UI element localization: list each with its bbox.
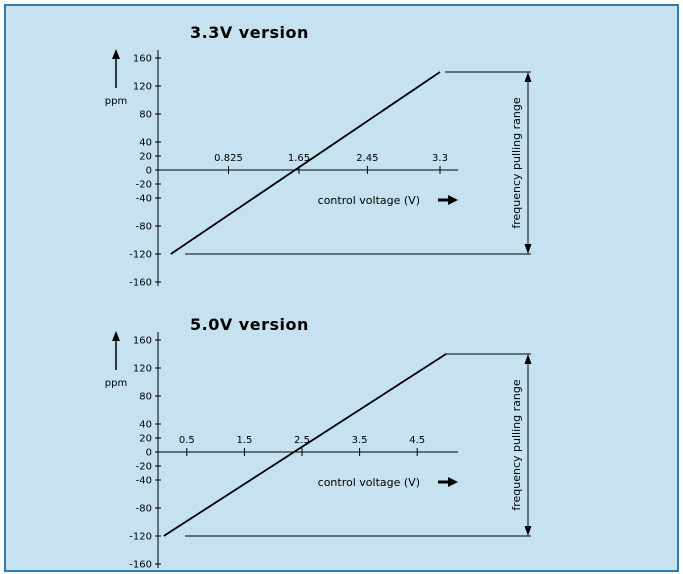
y-tick-label: -20 <box>136 462 152 473</box>
charts: 3.3V version 160 120 80 40 20 0 -20 -40 -80 -120 -1… <box>105 23 532 571</box>
y-tick-label: 160 <box>133 336 152 347</box>
x-tick-label: 2.45 <box>356 153 378 164</box>
y-tick-label: 40 <box>139 420 152 431</box>
y-tick-label: 80 <box>139 110 152 121</box>
chart-2: 5.0V version 160 120 80 40 20 0 -20 -40 -80 -120 -1… <box>105 315 532 571</box>
x-tick-label: 3.5 <box>352 435 368 446</box>
y-tick-label: -120 <box>129 532 152 543</box>
y-tick-label: -160 <box>129 560 152 571</box>
y-tick-label: 20 <box>139 152 152 163</box>
range-arrow-head-top <box>524 354 532 364</box>
x-arrow-head <box>448 195 458 205</box>
series-line <box>163 353 447 537</box>
y-tick-label: 20 <box>139 434 152 445</box>
x-tick-label: 2.5 <box>294 435 310 446</box>
x-axis-label: control voltage (V) <box>318 194 420 207</box>
range-arrow-head-bottom <box>524 526 532 536</box>
x-tick-label: 3.3 <box>432 153 448 164</box>
x-tick-label: 0.5 <box>179 435 195 446</box>
y-tick-label: -40 <box>136 476 152 487</box>
chart-title: 3.3V version <box>190 23 309 42</box>
y-tick-label: -40 <box>136 194 152 205</box>
ppm-arrow-head <box>112 331 120 341</box>
ppm-arrow-head <box>112 49 120 59</box>
y-tick-label: 80 <box>139 392 152 403</box>
y-tick-label: -80 <box>136 504 152 515</box>
x-tick-label: 0.825 <box>214 153 243 164</box>
y-tick-label: 120 <box>133 82 152 93</box>
y-tick-label: 40 <box>139 138 152 149</box>
y-tick-label: 120 <box>133 364 152 375</box>
x-axis-label: control voltage (V) <box>318 476 420 489</box>
x-tick-label: 1.65 <box>288 153 310 164</box>
chart-title: 5.0V version <box>190 315 309 334</box>
y-tick-label: 0 <box>146 166 152 177</box>
y-tick-label: -160 <box>129 278 152 289</box>
chart-1: 3.3V version 160 120 80 40 20 0 -20 -40 -80 -120 -1… <box>105 23 532 289</box>
range-annotation: frequency pulling range <box>510 97 523 228</box>
series-line <box>170 71 441 255</box>
y-axis-label: ppm <box>105 378 127 389</box>
x-tick-label: 4.5 <box>409 435 425 446</box>
y-tick-label: 0 <box>146 448 152 459</box>
range-arrow-head-top <box>524 72 532 82</box>
x-arrow-head <box>448 477 458 487</box>
y-tick-label: 160 <box>133 54 152 65</box>
y-tick-label: -20 <box>136 180 152 191</box>
figure-background <box>4 4 679 572</box>
x-tick-label: 1.5 <box>236 435 252 446</box>
range-arrow-head-bottom <box>524 244 532 254</box>
y-tick-label: -80 <box>136 222 152 233</box>
y-axis-label: ppm <box>105 96 127 107</box>
y-tick-label: -120 <box>129 250 152 261</box>
range-annotation: frequency pulling range <box>510 379 523 510</box>
